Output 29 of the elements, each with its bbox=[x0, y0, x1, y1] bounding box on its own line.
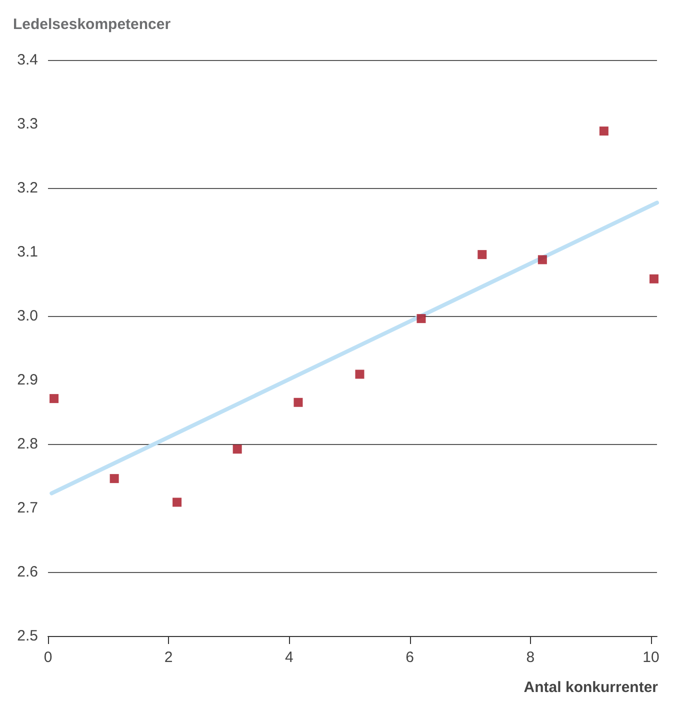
y-tick-label: 2.9 bbox=[17, 372, 38, 388]
y-tick-label: 2.8 bbox=[17, 436, 38, 452]
x-axis-title: Antal konkurrenter bbox=[524, 679, 658, 696]
point bbox=[478, 250, 487, 260]
point bbox=[232, 444, 242, 454]
y-tick-label: 2.5 bbox=[17, 628, 38, 644]
y-tick-label: 2.6 bbox=[17, 564, 38, 580]
point bbox=[649, 274, 658, 284]
point bbox=[599, 126, 608, 136]
y-tick-label: 3.0 bbox=[17, 308, 38, 324]
y-tick-label: 2.7 bbox=[17, 500, 38, 516]
x-tick-label: 2 bbox=[164, 649, 173, 666]
point bbox=[355, 370, 364, 379]
point bbox=[50, 394, 59, 404]
point bbox=[110, 474, 119, 484]
point bbox=[538, 255, 547, 264]
y-tick-label: 3.3 bbox=[17, 116, 38, 132]
point bbox=[172, 498, 182, 507]
x-tick-label: 8 bbox=[526, 649, 535, 666]
y-tick-label: 3.4 bbox=[17, 52, 38, 68]
y-tick-label: 3.1 bbox=[17, 244, 38, 260]
x-tick-label: 4 bbox=[285, 649, 294, 666]
y-tick-label: 3.2 bbox=[17, 180, 38, 196]
point bbox=[294, 398, 303, 407]
x-tick-label: 10 bbox=[642, 649, 660, 666]
point bbox=[416, 314, 426, 324]
x-tick-label: 6 bbox=[406, 649, 414, 666]
x-tick-label: 0 bbox=[44, 649, 52, 666]
y-axis-title: Ledelseskompetencer bbox=[13, 16, 171, 33]
